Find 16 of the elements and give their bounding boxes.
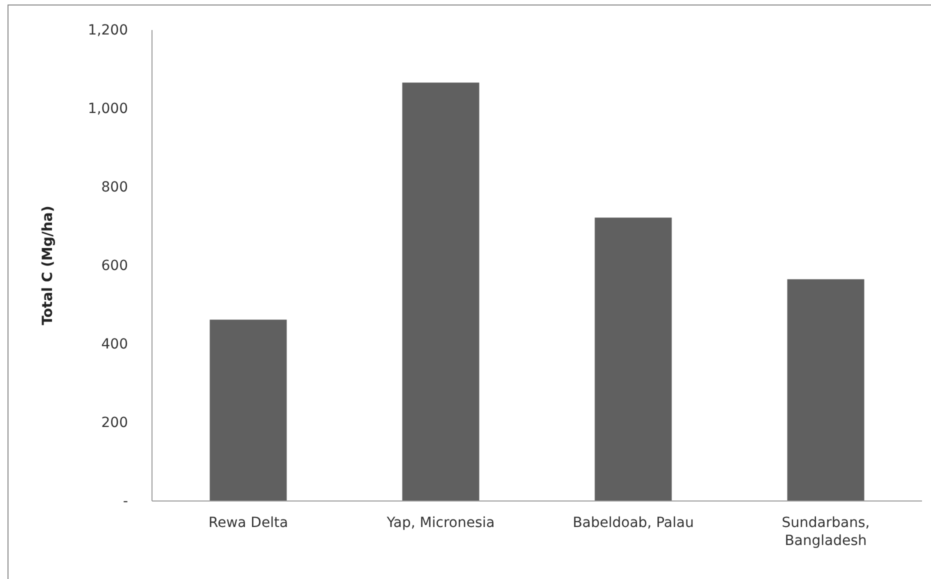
y-tick-label: 1,000 bbox=[88, 100, 128, 117]
y-tick-label: 1,200 bbox=[88, 22, 128, 38]
bar bbox=[594, 218, 672, 501]
y-tick-label: 400 bbox=[101, 336, 128, 352]
bar bbox=[210, 320, 287, 501]
y-tick-label: - bbox=[122, 493, 128, 510]
bar bbox=[402, 82, 480, 501]
bar bbox=[787, 279, 864, 501]
y-tick-label: 600 bbox=[101, 258, 128, 274]
x-tick-label: Babeldoab, Palau bbox=[572, 514, 694, 531]
x-tick-label: Yap, Micronesia bbox=[386, 514, 495, 531]
y-axis-title: Total C (Mg/ha) bbox=[40, 206, 56, 326]
x-tick-label: Rewa Delta bbox=[208, 514, 288, 531]
y-tick-label: 200 bbox=[101, 414, 128, 431]
y-tick-label: 800 bbox=[101, 179, 128, 196]
x-tick-label: Sundarbans, Bangladesh bbox=[782, 514, 870, 550]
